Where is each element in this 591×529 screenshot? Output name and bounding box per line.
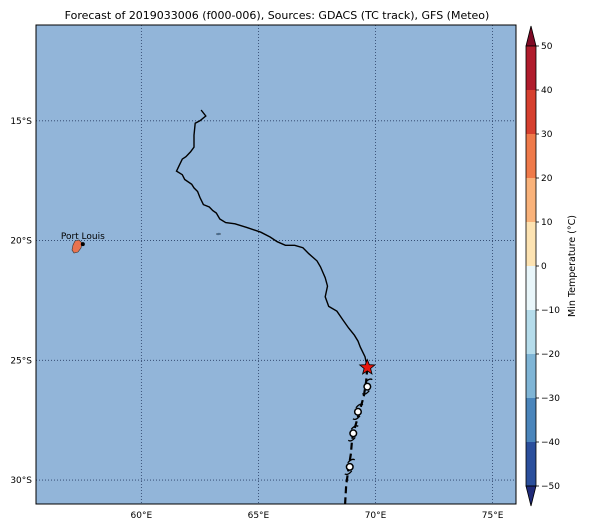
longitude-label: 75°E: [482, 511, 504, 521]
colorbar-segment: [526, 134, 536, 179]
current-position-star-icon: [358, 358, 376, 375]
rodrigues-island: [215, 232, 222, 236]
cyclone-symbol-icon: [361, 378, 373, 395]
longitude-label: 60°E: [131, 511, 153, 521]
latitude-tick-labels: 15°S 20°S 25°S 30°S: [10, 117, 32, 486]
colorbar-tick-label: 30: [541, 130, 553, 140]
colorbar-min-extension: [525, 485, 537, 507]
latitude-label: 15°S: [10, 117, 32, 127]
cyclone-symbol-icon: [347, 425, 359, 442]
longitude-tick-labels: 60°E 65°E 70°E 75°E: [131, 511, 504, 521]
port-louis-marker: [80, 242, 85, 247]
colorbar-segment: [526, 46, 536, 91]
colorbar-segment: [526, 178, 536, 223]
colorbar-tick-label: −10: [541, 306, 560, 316]
colorbar-title: Min Temperature (°C): [567, 215, 578, 317]
colorbar-tick-label: −40: [541, 438, 560, 448]
longitude-label: 70°E: [365, 511, 387, 521]
colorbar-segment: [526, 222, 536, 267]
figure-title: Forecast of 2019033006 (f000-006), Sourc…: [65, 9, 490, 22]
latitude-label: 20°S: [10, 237, 32, 247]
colorbar-segment: [526, 398, 536, 443]
land-areas: [71, 232, 222, 254]
colorbar-segment: [526, 354, 536, 399]
colorbar-tick-label: −20: [541, 350, 560, 360]
ocean-area: [36, 25, 516, 504]
cyclone-tracks: [175, 109, 373, 504]
latitude-label: 25°S: [10, 356, 32, 366]
colorbar-segment: [526, 310, 536, 355]
colorbar-segment: [526, 90, 536, 135]
colorbar-tick-labels: 50 40 30 20 10 0 −10 −20 −30 −40 −50: [536, 42, 560, 492]
port-louis-label: Port Louis: [61, 232, 105, 242]
colorbar-tick-label: 40: [541, 86, 553, 96]
colorbar-tick-label: 0: [541, 262, 547, 272]
forecast-cyclone-symbols: [344, 378, 373, 476]
map-frame: [35, 24, 517, 505]
longitude-label: 65°E: [248, 511, 270, 521]
colorbar-tick-label: 10: [541, 218, 553, 228]
cyclone-symbol-icon: [344, 458, 356, 476]
colorbar-max-extension: [525, 25, 537, 47]
colorbar-tick-label: 50: [541, 42, 553, 52]
colorbar-tick-label: 20: [541, 174, 553, 184]
temperature-colorbar: [525, 25, 537, 507]
mauritius-island: [71, 239, 83, 254]
colorbar-segment: [526, 266, 536, 311]
colorbar-tick-label: −30: [541, 394, 560, 404]
observed-track-line: [175, 109, 368, 368]
latitude-label: 30°S: [10, 476, 32, 486]
cyclone-symbol-icon: [352, 403, 364, 421]
colorbar-segment: [526, 442, 536, 487]
colorbar-tick-label: −50: [541, 482, 560, 492]
